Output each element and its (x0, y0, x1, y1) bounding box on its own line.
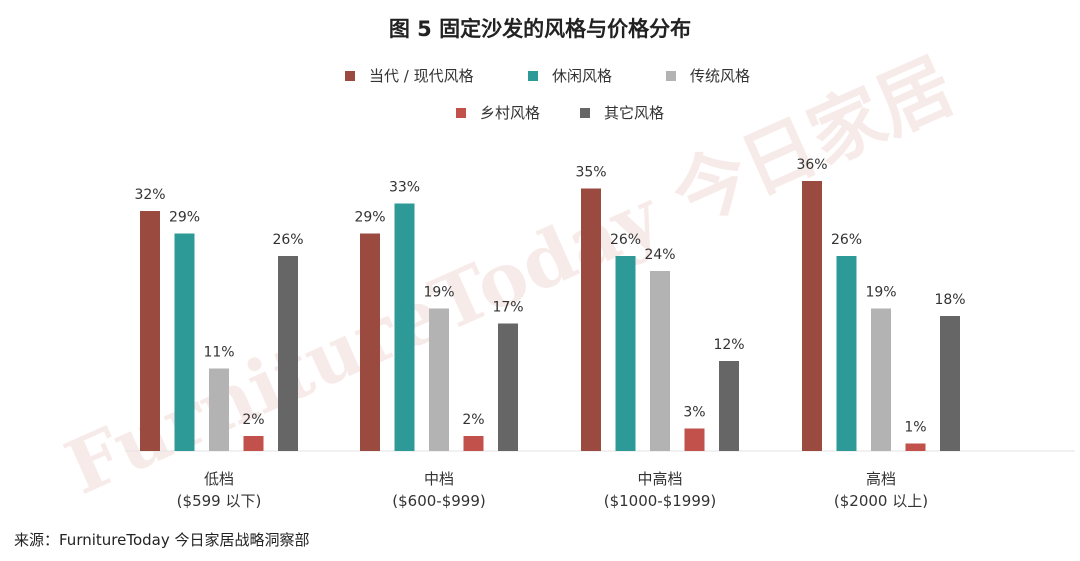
data-label: 33% (389, 180, 420, 196)
data-label: 11% (203, 345, 234, 361)
data-label: 26% (610, 232, 641, 248)
data-label: 18% (934, 292, 965, 308)
bar (360, 233, 380, 451)
bar (581, 188, 601, 451)
bar (498, 323, 518, 451)
category-label: ($1000-$1999) (604, 492, 717, 510)
legend-label: 休闲风格 (552, 67, 612, 85)
data-label: 29% (169, 210, 200, 226)
category-label: 低档 (204, 470, 234, 488)
data-label: 17% (492, 300, 523, 316)
source-note: 来源：FurnitureToday 今日家居战略洞察部 (14, 531, 310, 549)
category-label: ($599 以下) (177, 492, 262, 510)
bar (463, 436, 484, 451)
bar (684, 428, 705, 451)
legend-label: 乡村风格 (480, 104, 540, 122)
bar (174, 233, 195, 451)
bar (209, 368, 229, 451)
legend-swatch (456, 108, 466, 118)
data-label: 1% (904, 420, 926, 436)
category-label: 高档 (866, 470, 896, 488)
legend-label: 其它风格 (604, 104, 664, 122)
bar (394, 203, 415, 451)
data-label: 19% (865, 285, 896, 301)
bar (650, 271, 670, 451)
data-label: 12% (713, 337, 744, 353)
data-label: 29% (354, 210, 385, 226)
chart-title: 图 5 固定沙发的风格与价格分布 (389, 17, 691, 41)
data-label: 26% (272, 232, 303, 248)
data-label: 19% (423, 285, 454, 301)
data-label: 32% (134, 187, 165, 203)
legend-swatch (666, 71, 676, 81)
bar (278, 256, 298, 451)
bar (905, 443, 926, 451)
legend-swatch (580, 108, 590, 118)
bar (719, 361, 739, 451)
data-label: 35% (575, 165, 606, 181)
data-label: 2% (242, 412, 264, 428)
category-label: 中高档 (637, 470, 682, 488)
bar (836, 256, 857, 451)
legend-item: 休闲风格 (528, 67, 612, 85)
bars-layer (140, 181, 960, 451)
data-label: 3% (683, 405, 705, 421)
data-label: 2% (462, 412, 484, 428)
bar (429, 308, 449, 451)
legend-swatch (345, 71, 355, 81)
bar (871, 308, 891, 451)
category-label: ($2000 以上) (834, 492, 928, 510)
legend-label: 传统风格 (690, 67, 750, 85)
legend-item: 当代 / 现代风格 (345, 67, 474, 85)
data-label: 26% (831, 232, 862, 248)
legend-item: 传统风格 (666, 67, 750, 85)
category-label: ($600-$999) (392, 492, 485, 510)
bar (140, 211, 160, 451)
legend-item: 乡村风格 (456, 104, 540, 122)
bar (940, 316, 960, 451)
category-label: 中档 (424, 470, 454, 488)
bar (243, 436, 264, 451)
legend-swatch (528, 71, 538, 81)
value-labels-layer: 32%29%11%2%26%29%33%19%2%17%35%26%24%3%1… (134, 157, 965, 436)
category-labels-layer: 低档 ($599 以下) 中档 ($600-$999) 中高档 ($1000-$1999)… (177, 470, 928, 510)
legend-item: 其它风格 (580, 104, 664, 122)
bar (615, 256, 636, 451)
data-label: 36% (796, 157, 827, 173)
data-label: 24% (644, 247, 675, 263)
legend-label: 当代 / 现代风格 (369, 67, 474, 85)
bar (802, 181, 822, 451)
